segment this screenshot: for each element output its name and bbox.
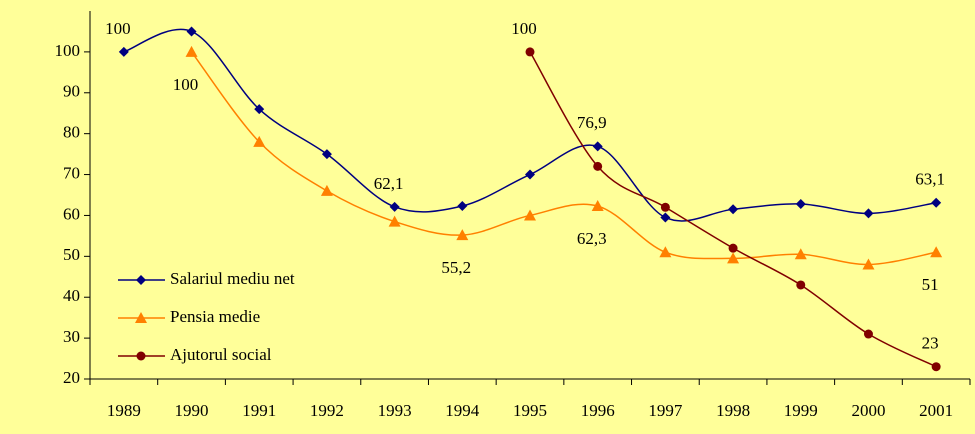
legend-label: Salariul mediu net: [170, 269, 295, 288]
data-point: [388, 215, 401, 227]
data-point: [525, 169, 535, 180]
data-point: [931, 197, 942, 208]
y-tick-label: 50: [63, 245, 80, 264]
y-tick-label: 90: [63, 82, 80, 101]
data-label: 100: [173, 75, 199, 94]
x-tick-label: 1989: [107, 401, 141, 420]
data-point: [659, 246, 672, 258]
x-tick-label: 1993: [378, 401, 412, 420]
legend-marker: [136, 351, 146, 361]
x-tick-label: 2000: [851, 401, 885, 420]
data-point: [591, 200, 604, 212]
data-point: [320, 184, 333, 196]
x-tick-label: 1999: [784, 401, 818, 420]
legend-label: Ajutorul social: [170, 345, 272, 364]
x-tick-label: 1992: [310, 401, 344, 420]
legend-marker: [135, 312, 147, 323]
data-point: [795, 198, 806, 209]
data-label: 62,3: [577, 229, 607, 248]
data-point: [185, 45, 198, 57]
x-tick-label: 2001: [919, 401, 953, 420]
data-point: [254, 104, 265, 115]
x-tick-label: 1998: [716, 401, 750, 420]
data-label: 23: [922, 334, 939, 353]
data-point: [593, 161, 603, 171]
y-tick-label: 20: [63, 368, 80, 387]
data-label: 51: [922, 275, 939, 294]
data-point: [525, 47, 535, 57]
legend-label: Pensia medie: [170, 307, 260, 326]
data-point: [592, 141, 603, 152]
x-tick-label: 1991: [242, 401, 276, 420]
data-point: [660, 202, 670, 212]
data-label: 100: [105, 19, 131, 38]
x-tick-label: 1994: [445, 401, 480, 420]
data-point: [863, 208, 874, 219]
data-point: [728, 204, 739, 215]
data-point: [728, 243, 738, 253]
data-point: [253, 135, 266, 147]
legend-marker: [136, 275, 146, 285]
y-tick-label: 80: [63, 123, 80, 142]
data-point: [727, 252, 740, 264]
data-point: [524, 209, 536, 221]
data-label: 55,2: [441, 258, 471, 277]
data-point: [863, 329, 873, 339]
data-point: [660, 212, 671, 223]
x-tick-label: 1995: [513, 401, 547, 420]
data-point: [186, 26, 197, 37]
data-point: [794, 248, 807, 260]
data-label: 62,1: [374, 174, 404, 193]
data-point: [321, 149, 332, 160]
data-point: [931, 362, 941, 372]
y-tick-label: 30: [63, 327, 80, 346]
data-point: [862, 258, 875, 270]
data-point: [457, 201, 468, 212]
data-label: 76,9: [577, 113, 607, 132]
data-label: 100: [511, 19, 537, 38]
data-point: [389, 201, 400, 212]
y-tick-label: 100: [55, 41, 81, 60]
x-tick-label: 1990: [175, 401, 209, 420]
data-point: [456, 229, 469, 241]
y-tick-label: 40: [63, 286, 80, 305]
x-tick-label: 1997: [648, 401, 683, 420]
data-label: 63,1: [915, 170, 945, 189]
y-tick-label: 60: [63, 204, 80, 223]
data-point: [118, 46, 129, 57]
data-point: [930, 246, 943, 258]
x-tick-label: 1996: [581, 401, 615, 420]
y-tick-label: 70: [63, 163, 80, 182]
data-point: [796, 280, 806, 290]
